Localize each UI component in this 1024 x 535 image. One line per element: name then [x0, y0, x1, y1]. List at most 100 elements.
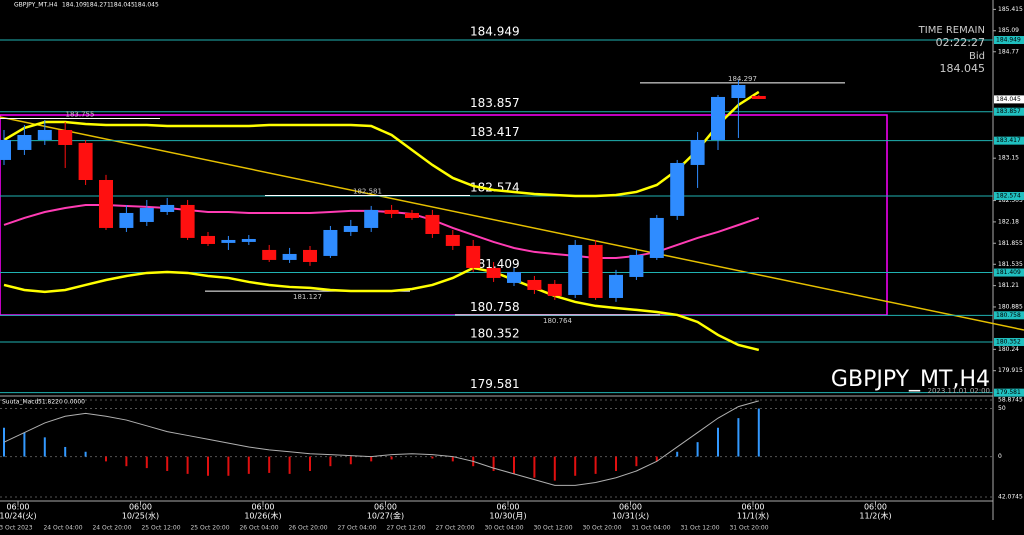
y-tick-label: 181.21	[998, 282, 1019, 289]
header-value: 184.109	[62, 2, 87, 9]
header-value: 184.045	[110, 2, 135, 9]
candle-body	[282, 253, 297, 260]
header-value: 184.271	[86, 2, 111, 9]
candle-body	[262, 249, 277, 260]
candle-body	[547, 283, 562, 296]
y-tick-label: 181.855	[998, 240, 1023, 247]
candle-body	[731, 85, 746, 99]
candle-body	[609, 274, 623, 298]
bottom-date: 30 Oct 12:00	[533, 525, 572, 532]
top-time: 06:00	[374, 503, 397, 512]
macd-bar	[635, 456, 638, 467]
level-label: 181.409	[470, 257, 520, 271]
y-tick-label: 180.24	[998, 346, 1019, 353]
candle-body	[711, 96, 725, 140]
y-tick-label: 182.505	[998, 197, 1023, 204]
candle-body	[670, 162, 685, 216]
level-tag	[994, 311, 1024, 320]
bid-label: Bid	[969, 51, 985, 62]
annotation-label: 181.127	[293, 293, 322, 301]
candle-body	[568, 244, 583, 295]
candle-body	[180, 204, 195, 238]
bottom-date: 26 Oct 04:00	[239, 525, 278, 532]
level-label: 179.581	[470, 377, 520, 391]
macd-bar	[43, 437, 46, 457]
macd-bar	[431, 456, 434, 459]
bottom-date: 30 Oct 04:00	[484, 525, 523, 532]
top-date: 10/31(火)	[612, 512, 649, 521]
macd-bar	[717, 427, 719, 457]
candle-body	[99, 179, 113, 228]
candle-body	[17, 134, 32, 150]
candle-body	[527, 279, 542, 290]
candle-body	[201, 235, 215, 244]
level-tag-label: 180.758	[996, 312, 1021, 319]
bottom-date: 25 Oct 20:00	[190, 525, 229, 532]
candle-body	[507, 271, 521, 283]
macd-bar	[145, 456, 148, 469]
level-tag-label: 180.352	[996, 338, 1021, 345]
header-value: 184.045	[134, 2, 159, 9]
top-date: 10/26(木)	[244, 511, 281, 521]
candle-body	[303, 249, 317, 262]
bottom-date: 31 Oct 20:00	[729, 525, 768, 532]
candle-body	[323, 229, 338, 256]
macd-tick-label: 50	[998, 405, 1006, 412]
y-tick-label: 179.915	[998, 367, 1023, 374]
bottom-date: 27 Oct 04:00	[337, 525, 376, 532]
level-label: 183.857	[470, 96, 520, 110]
level-tag-label: 181.409	[996, 269, 1021, 276]
bid-tag	[994, 95, 1024, 104]
macd-bar	[329, 456, 332, 467]
bottom-date: 24 Oct 04:00	[43, 525, 82, 532]
macd-bar	[166, 456, 169, 471]
macd-bar	[3, 427, 5, 457]
macd-title: Suuta_Macd	[2, 399, 39, 406]
y-tick-label: 180.885	[998, 303, 1023, 310]
macd-bar	[533, 456, 536, 478]
macd-tick-label: 0	[998, 453, 1002, 460]
candle-body	[221, 239, 236, 243]
time-remain-label: TIME REMAIN	[918, 25, 985, 36]
y-tick-label: 184.77	[998, 48, 1019, 55]
macd-bar	[288, 456, 291, 474]
y-tick-label: 185.09	[998, 27, 1019, 34]
level-tag	[994, 136, 1024, 145]
top-date: 11/1(水)	[737, 511, 769, 521]
macd-bar	[268, 456, 271, 473]
macd-bar	[186, 456, 189, 474]
macd-bar	[757, 408, 760, 457]
level-tag-label: 182.574	[996, 193, 1021, 200]
macd-bar	[574, 456, 577, 476]
level-tag-label: 183.417	[996, 137, 1021, 144]
candle-body	[486, 267, 501, 278]
top-time: 06:00	[251, 503, 274, 512]
bottom-date: 25 Oct 12:00	[141, 525, 180, 532]
level-tag	[994, 107, 1024, 116]
time-remain: 02:22:27	[936, 36, 985, 49]
macd-bar	[105, 456, 107, 462]
macd-bar	[615, 456, 617, 471]
y-tick-label: 182.18	[998, 218, 1019, 225]
annotation-label: 184.297	[728, 75, 757, 83]
candle-body	[588, 244, 603, 298]
bottom-date: 31 Oct 12:00	[680, 525, 719, 532]
macd-bar	[696, 442, 699, 457]
timestamp: 2023.11.01 02:00	[928, 387, 990, 395]
top-time: 06:00	[6, 503, 29, 512]
trend-line	[0, 116, 1024, 331]
macd-bar	[227, 456, 230, 476]
bottom-date: 23 Oct 2023	[0, 525, 33, 532]
candle-body	[0, 139, 11, 160]
level-tag-label: 184.949	[996, 37, 1021, 44]
macd-header: 51.8220	[38, 399, 63, 406]
y-tick-label: 185.415	[998, 6, 1023, 13]
macd-tick-label: 42.0745	[998, 494, 1023, 501]
watermark: GBPJPY_MT,H4	[831, 367, 990, 392]
candle-body	[405, 212, 419, 218]
level-tag	[994, 268, 1024, 277]
macd-bar	[737, 418, 740, 457]
top-time: 06:00	[496, 503, 519, 512]
y-tick-label: 181.535	[998, 261, 1023, 268]
